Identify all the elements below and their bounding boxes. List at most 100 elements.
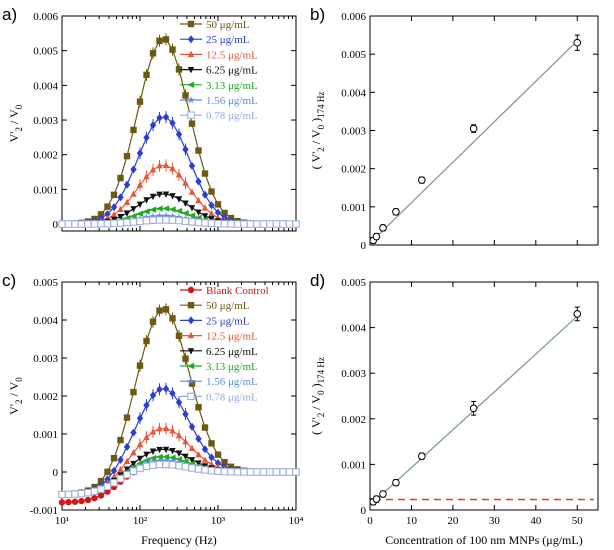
legend-entry: 1.56 μg/mL <box>206 95 258 107</box>
data-point <box>182 92 189 99</box>
data-point <box>182 453 189 461</box>
data-point <box>130 428 137 437</box>
y-tick-label: 0.004 <box>33 80 58 92</box>
data-point <box>175 398 183 407</box>
data-point <box>90 220 99 228</box>
data-point <box>188 218 196 226</box>
x-axis-title: Concentration of 100 nm MNPs (μg/mL) <box>385 533 582 547</box>
data-point <box>208 188 215 195</box>
y-tick-label: 0.005 <box>33 46 58 58</box>
data-point <box>143 172 150 180</box>
data-point <box>208 209 215 217</box>
data-point <box>188 422 196 431</box>
y-tick-label: 0.002 <box>341 164 366 176</box>
data-point <box>162 306 170 313</box>
data-point <box>208 440 215 447</box>
data-point <box>169 193 176 200</box>
data-point <box>201 456 209 463</box>
data-point <box>155 211 164 220</box>
data-point <box>182 410 189 419</box>
data-point <box>418 452 426 460</box>
data-point <box>142 208 150 215</box>
legend-marker <box>187 67 195 74</box>
data-point <box>117 193 124 202</box>
legend-entry: 25 μg/mL <box>206 315 250 327</box>
y-tick-label: 0 <box>361 505 367 517</box>
data-point <box>195 177 202 186</box>
data-point <box>195 434 202 443</box>
data-point <box>469 124 478 133</box>
data-point <box>103 482 112 491</box>
data-point <box>156 425 163 432</box>
y-axis-title: V'2 / V0 <box>7 377 24 415</box>
data-point <box>162 453 170 461</box>
data-point <box>130 165 137 174</box>
y-axis-title: ( V'2 / V0 )174 Hz <box>309 357 326 435</box>
x-tick-label: 20 <box>447 515 459 527</box>
data-point <box>110 466 118 475</box>
x-tick-label: 40 <box>530 515 542 527</box>
data-point <box>266 220 274 228</box>
data-point <box>77 220 86 228</box>
data-point <box>71 498 79 505</box>
data-point <box>117 205 124 213</box>
y-tick-label: 0.003 <box>33 115 58 127</box>
data-point <box>240 468 248 476</box>
data-point <box>155 216 164 224</box>
data-point <box>130 460 137 468</box>
data-point <box>97 211 105 218</box>
data-point <box>168 457 177 465</box>
data-point <box>142 213 151 221</box>
data-point <box>168 206 176 213</box>
legend-marker <box>187 302 195 309</box>
data-point <box>168 454 176 461</box>
data-point <box>169 427 176 434</box>
fit-line <box>369 40 578 244</box>
data-point <box>142 457 150 464</box>
data-point <box>123 152 131 160</box>
y-tick-label: 0.005 <box>341 49 366 61</box>
data-point <box>123 457 131 465</box>
legend-marker <box>187 331 195 339</box>
data-point <box>110 455 118 462</box>
data-point <box>58 220 66 228</box>
data-point <box>129 218 138 226</box>
plot-frame <box>369 15 599 246</box>
data-point <box>149 166 157 173</box>
data-point <box>116 474 125 483</box>
data-point <box>175 332 183 339</box>
data-point <box>188 161 196 170</box>
legend-entry: 6.25 μg/mL <box>206 346 258 358</box>
y-tick-label: 0.004 <box>33 315 58 327</box>
data-point <box>214 451 222 458</box>
data-point <box>188 444 196 451</box>
data-point <box>97 220 105 228</box>
data-point <box>149 461 157 469</box>
y-tick-label: 0.006 <box>33 11 58 23</box>
data-point <box>123 210 131 217</box>
data-point <box>194 465 203 473</box>
plot-frame <box>369 281 599 511</box>
legend-marker <box>187 50 195 57</box>
data-point <box>168 461 177 469</box>
data-point <box>84 220 92 228</box>
data-point <box>175 450 183 457</box>
data-point <box>214 467 222 475</box>
data-point <box>201 424 209 431</box>
data-point <box>142 217 151 225</box>
legend: 50 μg/mL 25 μg/mL 12.5 μg/mL 6.25 μg/mL 3.13… <box>180 19 258 122</box>
data-point <box>156 113 163 122</box>
data-point <box>156 307 163 314</box>
data-point <box>169 118 176 127</box>
legend-marker <box>187 35 195 44</box>
data-point <box>136 440 144 448</box>
legend-marker <box>187 348 195 355</box>
data-point <box>182 179 189 186</box>
data-point <box>392 478 400 487</box>
data-point <box>97 492 105 499</box>
data-point <box>130 126 137 134</box>
legend-entry: 3.13 μg/mL <box>206 361 258 373</box>
y-tick-label: 0.006 <box>341 11 366 23</box>
data-point <box>71 220 79 228</box>
data-point <box>136 210 144 217</box>
